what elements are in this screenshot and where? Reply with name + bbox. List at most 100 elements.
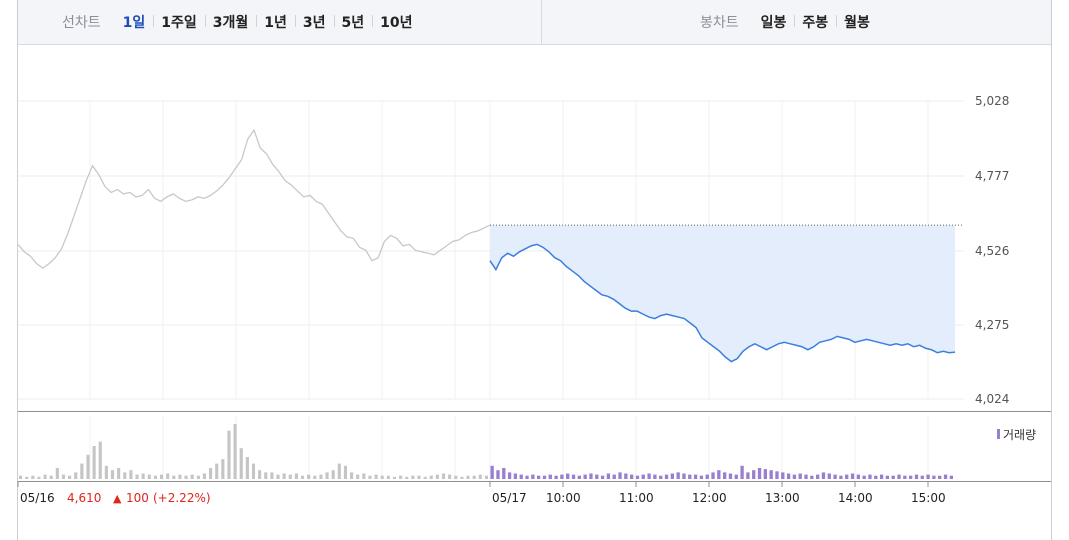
volume-bar-today <box>577 475 581 479</box>
prev-date-label: 05/16 <box>20 491 55 505</box>
volume-bar-prev <box>448 474 452 479</box>
volume-bar-today <box>525 475 529 479</box>
volume-bar-today <box>682 473 686 479</box>
volume-bar-today <box>531 474 535 479</box>
volume-bar-prev <box>178 474 182 479</box>
volume-bar-prev <box>86 454 90 479</box>
volume-bar-prev <box>123 472 127 479</box>
volume-bar-prev <box>19 475 23 479</box>
volume-bar-today <box>624 473 628 479</box>
volume-bar-today <box>827 473 831 479</box>
volume-bar-prev <box>196 475 200 479</box>
toolbar-divider <box>541 0 542 44</box>
volume-bar-today <box>699 475 704 479</box>
period-3y[interactable]: 3년 <box>294 12 334 32</box>
volume-bar-today <box>769 470 773 479</box>
x-tick-label: 12:00 <box>692 491 727 505</box>
volume-bar-prev <box>288 474 292 479</box>
volume-bar-prev <box>147 474 151 479</box>
y-tick-label: 4,526 <box>975 244 1009 258</box>
volume-bar-today <box>630 474 634 479</box>
volume-bar-today <box>903 475 907 479</box>
volume-bar-prev <box>239 448 243 479</box>
candle-monthly[interactable]: 월봉 <box>836 12 878 32</box>
volume-bar-today <box>821 472 826 479</box>
period-1w[interactable]: 1주일 <box>153 12 205 32</box>
volume-bar-prev <box>350 472 354 479</box>
line-chart-period-group: 선차트 1일 1주일 3개월 1년 3년 5년 10년 <box>62 0 421 44</box>
volume-bar-today <box>717 470 721 479</box>
volume-bar-prev <box>399 475 403 479</box>
volume-bar-prev <box>392 476 397 479</box>
right-border <box>1051 0 1069 540</box>
volume-bar-today <box>897 474 901 479</box>
volume-bar-prev <box>331 470 335 479</box>
volume-bar-today <box>804 474 808 479</box>
period-3m[interactable]: 3개월 <box>204 12 257 32</box>
volume-bar-prev <box>251 463 256 479</box>
volume-bar-today <box>909 475 913 479</box>
candle-chart-period-group: 봉차트 일봉 주봉 월봉 <box>700 0 878 44</box>
volume-bar-today <box>775 471 779 479</box>
x-tick-label: 11:00 <box>619 491 654 505</box>
price-change: 100 <box>126 491 149 505</box>
volume-bar-today <box>932 475 936 479</box>
volume-bar-prev <box>80 463 84 479</box>
volume-bar-prev <box>435 474 439 479</box>
volume-bar-today <box>688 474 692 479</box>
volume-bar-prev <box>423 476 427 479</box>
candle-weekly[interactable]: 주봉 <box>794 12 836 32</box>
period-5y[interactable]: 5년 <box>333 12 373 32</box>
y-tick-label: 5,028 <box>975 94 1009 108</box>
volume-bar-prev <box>104 465 108 479</box>
volume-bar-today <box>914 474 919 479</box>
up-arrow-icon: ▲ <box>113 492 122 505</box>
period-1d[interactable]: 1일 <box>122 15 146 31</box>
volume-bar-prev <box>429 475 433 479</box>
period-1y[interactable]: 1년 <box>256 12 295 32</box>
volume-bar-prev <box>374 474 378 479</box>
volume-bar-today <box>833 474 837 479</box>
volume-bar-today <box>513 473 518 479</box>
x-tick-label: 15:00 <box>911 491 946 505</box>
x-tick-label: 14:00 <box>838 491 873 505</box>
volume-bar-today <box>676 472 680 479</box>
volume-bar-prev <box>92 446 96 479</box>
volume-bar-today <box>583 474 587 479</box>
close-price: 4,610 <box>67 491 101 505</box>
volume-bar-today <box>938 475 942 479</box>
y-tick-label: 4,275 <box>975 318 1009 332</box>
y-tick-label: 4,024 <box>975 392 1009 406</box>
volume-bar-today <box>757 468 762 479</box>
volume-bar-prev <box>141 473 145 479</box>
x-tick-label: 13:00 <box>765 491 800 505</box>
volume-bar-prev <box>319 474 323 479</box>
volume-bar-today <box>891 475 895 479</box>
volume-bar-prev <box>307 474 311 479</box>
left-border <box>0 0 18 540</box>
volume-bar-prev <box>202 473 207 479</box>
volume-bar-today <box>943 474 948 479</box>
price-change-pct: (+2.22%) <box>153 491 211 505</box>
volume-bar-prev <box>129 470 133 479</box>
period-10y[interactable]: 10년 <box>372 12 420 32</box>
volume-bar-prev <box>270 472 274 479</box>
volume-bar-prev <box>441 473 446 479</box>
volume-bar-today <box>641 474 645 479</box>
volume-bar-today <box>862 475 866 479</box>
volume-bar-prev <box>110 470 115 479</box>
volume-bar-today <box>850 473 855 479</box>
x-tick-label: 05/17 <box>492 491 527 505</box>
series-fill-today <box>490 225 955 362</box>
volume-bar-today <box>612 474 616 479</box>
y-tick-label: 4,777 <box>975 169 1009 183</box>
chart-toolbar: 선차트 1일 1주일 3개월 1년 3년 5년 10년 봉차트 일봉 주봉 월봉 <box>18 0 1051 45</box>
volume-bar-today <box>781 472 785 479</box>
volume-bar-today <box>874 475 878 479</box>
volume-bar-today <box>496 470 500 479</box>
volume-bar-prev <box>325 472 329 479</box>
candle-daily[interactable]: 일봉 <box>760 15 787 31</box>
volume-bar-today <box>635 475 640 479</box>
volume-bar-prev <box>282 473 286 479</box>
volume-bar-today <box>664 474 669 479</box>
